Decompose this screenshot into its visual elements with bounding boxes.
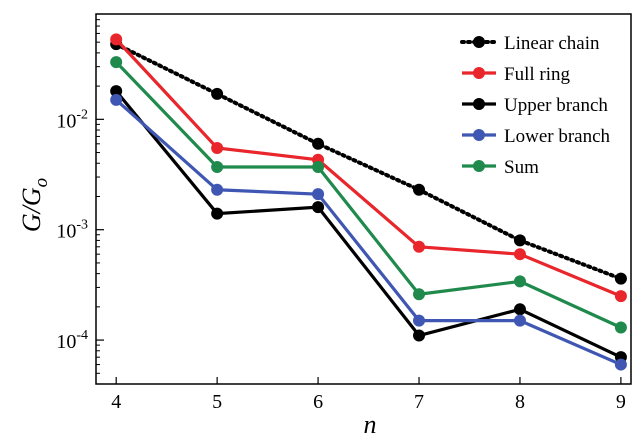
legend-label: Sum — [504, 157, 539, 178]
data-point — [413, 240, 426, 253]
data-point — [312, 137, 325, 150]
legend-entry: Sum — [462, 157, 539, 178]
legend-label: Linear chain — [504, 33, 600, 54]
x-tick-label: 4 — [111, 391, 121, 413]
y-tick-exponent: -3 — [76, 218, 88, 233]
data-point — [110, 56, 123, 69]
data-point — [211, 183, 224, 196]
data-point — [211, 141, 224, 154]
y-tick-exponent: -4 — [76, 328, 88, 343]
legend-label: Lower branch — [504, 126, 611, 147]
x-tick-label: 7 — [414, 391, 424, 413]
data-point — [413, 288, 426, 301]
y-tick-base: 10 — [56, 110, 76, 132]
data-point — [312, 188, 325, 201]
data-point — [211, 207, 224, 220]
x-tick-label: 6 — [313, 391, 323, 413]
data-point — [614, 290, 627, 303]
legend-swatch-marker — [473, 160, 485, 172]
data-point — [110, 33, 123, 46]
x-tick-label: 9 — [616, 391, 626, 413]
y-axis-label-subscript: o — [31, 178, 52, 188]
series-sum — [110, 56, 627, 334]
y-axis-label-main: G/G — [17, 187, 46, 232]
data-point — [614, 358, 627, 371]
data-point — [211, 87, 224, 100]
data-point — [413, 314, 426, 327]
series-lower-branch — [110, 93, 627, 371]
data-point — [211, 160, 224, 173]
y-tick-label: 10-4 — [56, 328, 88, 353]
data-point — [110, 85, 123, 98]
plot-area-frame — [95, 13, 632, 385]
data-point — [312, 160, 325, 173]
axis-ticks: 4 5 6 7 8 910-210-310-4 — [56, 13, 626, 413]
legend-label: Upper branch — [504, 95, 608, 116]
legend: Linear chain Full ring Upper branch Lower b… — [460, 33, 611, 178]
legend-swatch-marker — [473, 67, 485, 79]
series-line — [115, 38, 622, 298]
series-line — [115, 60, 622, 329]
x-axis-label: n — [364, 410, 377, 437]
series-line — [114, 42, 623, 281]
series-line — [114, 90, 622, 359]
x-tick-label: 5 — [212, 391, 222, 413]
data-point — [312, 201, 325, 214]
legend-swatch-marker — [473, 36, 485, 48]
legend-entry: Full ring — [462, 64, 570, 85]
y-tick-exponent: -2 — [76, 107, 88, 122]
data-point — [413, 183, 426, 196]
x-tick-label: 8 — [515, 391, 525, 413]
legend-label: Full ring — [504, 64, 570, 85]
legend-entry: Linear chain — [460, 33, 600, 54]
data-point — [413, 329, 426, 342]
series-line — [115, 98, 622, 367]
legend-entry: Upper branch — [462, 95, 608, 116]
y-tick-base: 10 — [56, 331, 76, 353]
data-point — [614, 272, 627, 285]
legend-swatch-marker — [473, 129, 485, 141]
legend-swatch-marker — [473, 98, 485, 110]
data-point — [614, 321, 627, 334]
y-axis-label: G/Go — [17, 178, 52, 232]
data-point — [513, 303, 526, 316]
y-tick-label: 10-3 — [56, 218, 88, 243]
series-layer — [110, 33, 627, 371]
series-upper-branch — [110, 85, 627, 364]
data-point — [513, 314, 526, 327]
data-point — [513, 234, 526, 247]
y-tick-label: 10-2 — [56, 107, 88, 132]
data-point — [110, 93, 123, 106]
data-point — [513, 248, 526, 261]
data-point — [513, 275, 526, 288]
legend-entry: Lower branch — [462, 126, 611, 147]
y-tick-base: 10 — [56, 221, 76, 243]
